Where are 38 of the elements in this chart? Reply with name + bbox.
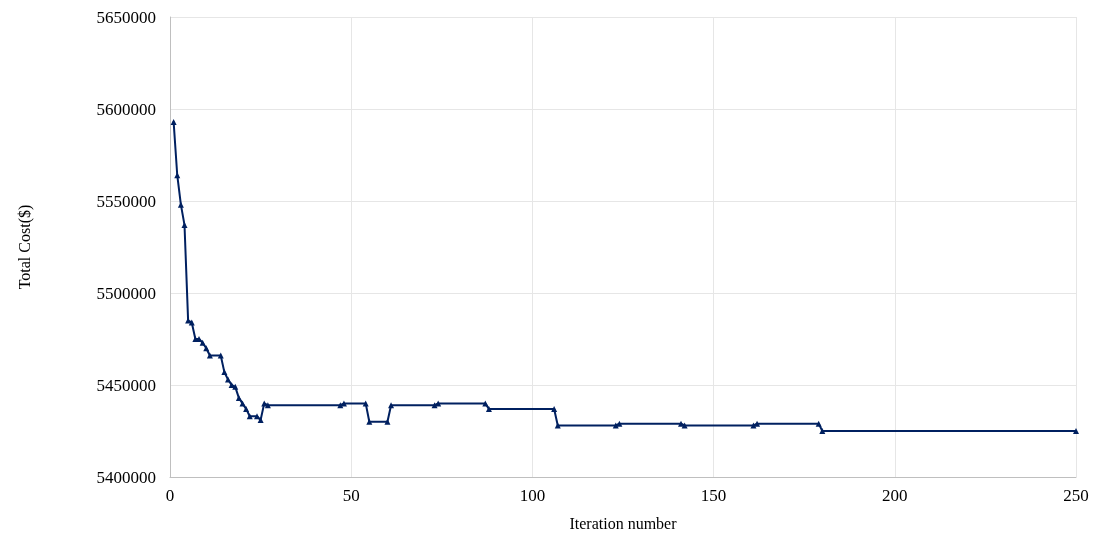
point — [221, 369, 228, 376]
y-tick-label: 5400000 — [96, 467, 156, 487]
point — [551, 405, 558, 412]
point — [616, 420, 623, 427]
y-tick-label: 5550000 — [96, 191, 156, 211]
point — [257, 416, 264, 423]
point — [199, 339, 206, 346]
point — [819, 428, 826, 434]
y-tick-label: 5450000 — [96, 375, 156, 395]
point — [170, 118, 177, 125]
point — [1073, 428, 1079, 434]
point — [677, 420, 684, 427]
y-tick-label: 5650000 — [96, 7, 156, 27]
point — [253, 413, 260, 420]
point — [239, 400, 246, 407]
point — [366, 418, 373, 425]
point — [243, 405, 250, 412]
x-tick-label: 250 — [1063, 486, 1089, 505]
point — [206, 352, 213, 359]
x-tick-label: 200 — [882, 486, 908, 505]
x-tick-label: 0 — [165, 486, 175, 505]
point — [388, 402, 395, 409]
point — [217, 352, 224, 359]
y-tick-label: 5600000 — [96, 99, 156, 119]
point — [754, 420, 761, 427]
y-axis-title: Total Cost($) — [15, 204, 34, 290]
point — [485, 405, 492, 412]
point — [232, 383, 239, 390]
x-axis-title: Iteration number — [569, 514, 678, 532]
x-tick-label: 50 — [342, 486, 360, 505]
point — [235, 394, 242, 401]
y-tick-label: 5500000 — [96, 283, 156, 303]
x-tick-label: 100 — [519, 486, 546, 505]
point — [177, 201, 184, 208]
x-tick-label: 150 — [700, 486, 727, 505]
point — [431, 402, 438, 409]
point — [384, 418, 391, 425]
point — [815, 420, 822, 427]
